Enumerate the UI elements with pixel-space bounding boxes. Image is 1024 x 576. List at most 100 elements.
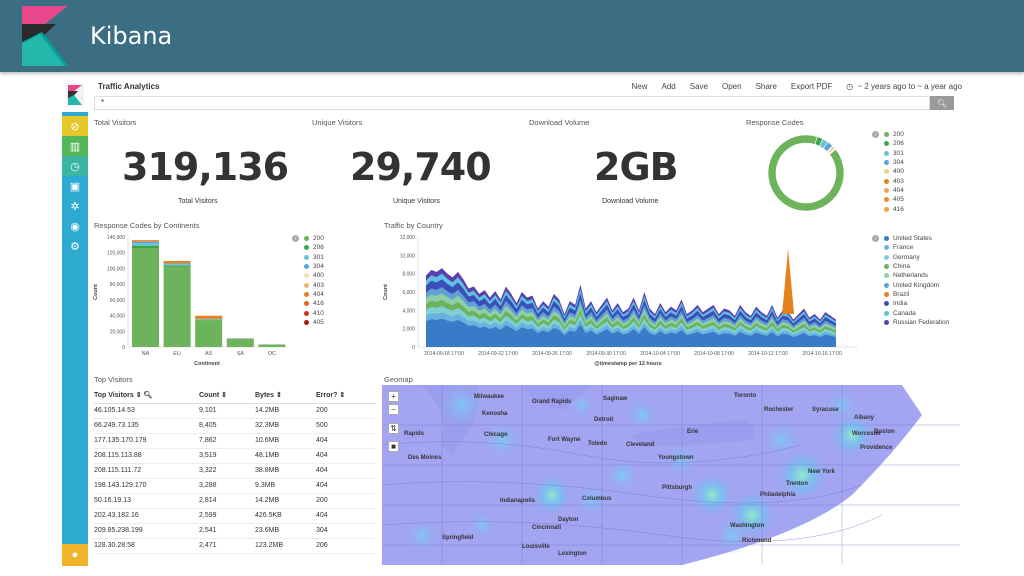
top-bar: Kibana <box>0 0 1024 72</box>
time-picker[interactable]: ◷ ~ 2 years ago to ~ a year ago <box>846 82 962 91</box>
legend-item[interactable]: 206 <box>884 139 904 148</box>
geomap[interactable]: + − ⇅ ■ Milwaukee Grand Rapids Saginaw T… <box>382 385 960 565</box>
table-cell: 32.3MB <box>255 418 316 434</box>
legend-item[interactable]: 304 <box>884 158 904 167</box>
legend-item[interactable]: 400 <box>304 271 324 280</box>
legend-toggle-icon[interactable]: › <box>872 131 879 138</box>
table-row[interactable]: 66.249.73.135 8,405 32.3MB 500 <box>94 418 376 434</box>
bar-segment <box>195 319 223 321</box>
table-cell: 500 <box>316 418 376 434</box>
table-cell: 50.16.19.13 <box>94 493 199 509</box>
legend-item[interactable]: 403 <box>304 280 324 289</box>
share-button[interactable]: Share <box>755 82 777 91</box>
legend-item[interactable]: 403 <box>884 176 904 185</box>
legend-item[interactable]: 301 <box>304 253 324 262</box>
app-title: Kibana <box>90 22 173 50</box>
legend-item[interactable]: 206 <box>304 243 324 252</box>
search-button[interactable]: 🔍︎ <box>930 96 954 110</box>
search-icon[interactable]: 🔍︎ <box>143 392 153 400</box>
visualize-icon[interactable]: ▥ <box>62 136 88 156</box>
legend-dot <box>304 291 309 297</box>
legend-toggle-icon[interactable]: › <box>292 235 299 242</box>
map-city-label: Providence <box>860 445 893 451</box>
draw-rectangle-icon[interactable]: ■ <box>388 441 399 452</box>
discover-icon[interactable]: ⊘ <box>62 116 88 136</box>
user-icon[interactable]: ● <box>62 544 88 566</box>
new-button[interactable]: New <box>631 82 648 91</box>
export-pdf-button[interactable]: Export PDF <box>790 82 833 91</box>
search-input[interactable]: * <box>94 96 930 110</box>
save-button[interactable]: Save <box>689 82 708 91</box>
legend-item[interactable]: Canada <box>884 308 949 317</box>
map-city-label: Springfield <box>442 535 474 541</box>
legend-item[interactable]: France <box>884 243 949 252</box>
column-header-count[interactable]: Count ⇕ <box>199 388 255 404</box>
table-row[interactable]: 209.85.238.199 2,541 23.6MB 304 <box>94 523 376 539</box>
legend-item[interactable]: 200 <box>884 130 904 139</box>
legend-item[interactable]: India <box>884 299 949 308</box>
legend-item[interactable]: Brazil <box>884 290 949 299</box>
legend-item[interactable]: 410 <box>304 308 324 317</box>
timelion-icon[interactable]: ▣ <box>69 180 81 193</box>
table-row[interactable]: 128.30.28.58 2,471 123.2MB 206 <box>94 538 376 554</box>
table-row[interactable]: 198.143.129.170 3,288 9.3MB 404 <box>94 478 376 494</box>
sort-icon[interactable]: ⇕ <box>135 392 142 400</box>
bar-segment <box>132 248 159 347</box>
sort-icon[interactable]: ⇕ <box>221 392 228 400</box>
legend-item[interactable]: 200 <box>304 234 324 243</box>
column-header-error[interactable]: Error? ⇕ <box>316 388 376 404</box>
table-cell: 7,862 <box>199 433 255 449</box>
x-tick-label: 2014-10-04 17:00 <box>640 351 680 357</box>
legend-item[interactable]: Russian Federation <box>884 318 949 327</box>
nav-logo-icon[interactable] <box>62 78 88 112</box>
column-header-top-visitors[interactable]: Top Visitors ⇕ 🔍︎ <box>94 388 199 404</box>
legend-item[interactable]: 404 <box>304 290 324 299</box>
legend-item[interactable]: 301 <box>884 149 904 158</box>
legend-item[interactable]: United Kingdom <box>884 280 949 289</box>
legend-item[interactable]: Netherlands <box>884 271 949 280</box>
table-row[interactable]: 208.115.111.72 3,322 38.8MB 404 <box>94 463 376 479</box>
legend-item[interactable]: 400 <box>884 167 904 176</box>
legend-item[interactable]: 304 <box>304 262 324 271</box>
zoom-out-button[interactable]: − <box>388 404 399 415</box>
open-button[interactable]: Open <box>721 82 742 91</box>
legend-item[interactable]: 405 <box>304 318 324 327</box>
sort-icon[interactable]: ⇕ <box>276 392 282 400</box>
metric-download-volume: 2GB <box>594 145 679 189</box>
zoom-in-button[interactable]: + <box>388 391 399 402</box>
column-header-bytes[interactable]: Bytes ⇕ <box>255 388 316 404</box>
legend-item[interactable]: 416 <box>304 299 324 308</box>
legend-item[interactable]: 404 <box>884 186 904 195</box>
map-city-label: Chicago <box>484 432 508 438</box>
gear-icon[interactable]: ⚙ <box>70 240 80 253</box>
bar-segment <box>226 339 254 347</box>
legend-item[interactable]: Germany <box>884 253 949 262</box>
y-tick-label: 80,000 <box>110 282 126 288</box>
dev-tools-icon[interactable]: ✲ <box>70 200 80 213</box>
legend-item[interactable]: 405 <box>884 195 904 204</box>
table-cell: 14.2MB <box>255 403 316 419</box>
legend-toggle-icon[interactable]: › <box>872 235 879 242</box>
map-city-label: Dayton <box>558 517 579 523</box>
legend-item[interactable]: United States <box>884 234 949 243</box>
table-row[interactable]: 46.105.14.53 9,101 14.2MB 200 <box>94 403 376 419</box>
response-codes-legend: 200 206 301 304 400 403 404 405 416 <box>884 130 904 214</box>
table-row[interactable]: 177.135.170.179 7,862 10.6MB 404 <box>94 433 376 449</box>
panel-title-continents: Response Codes by Continents <box>94 221 200 230</box>
table-row[interactable]: 202.43.182.16 2,599 426.5KB 404 <box>94 508 376 524</box>
y-tick-label: 100,000 <box>107 266 125 272</box>
legend-label: Brazil <box>893 290 910 298</box>
table-cell: 304 <box>316 523 376 539</box>
legend-item[interactable]: China <box>884 262 949 271</box>
legend-label: United Kingdom <box>893 281 940 289</box>
map-heat-layer <box>382 385 960 565</box>
add-button[interactable]: Add <box>661 82 676 91</box>
legend-item[interactable]: 416 <box>884 204 904 213</box>
donut-slice <box>828 148 837 155</box>
monitoring-icon[interactable]: ◉ <box>70 220 80 233</box>
table-row[interactable]: 208.115.113.88 3,519 48.1MB 404 <box>94 448 376 464</box>
dashboard-icon[interactable]: ◷ <box>62 156 88 176</box>
table-row[interactable]: 50.16.19.13 2,814 14.2MB 200 <box>94 493 376 509</box>
sort-icon[interactable]: ⇕ <box>339 392 346 400</box>
fit-bounds-icon[interactable]: ⇅ <box>388 423 399 434</box>
